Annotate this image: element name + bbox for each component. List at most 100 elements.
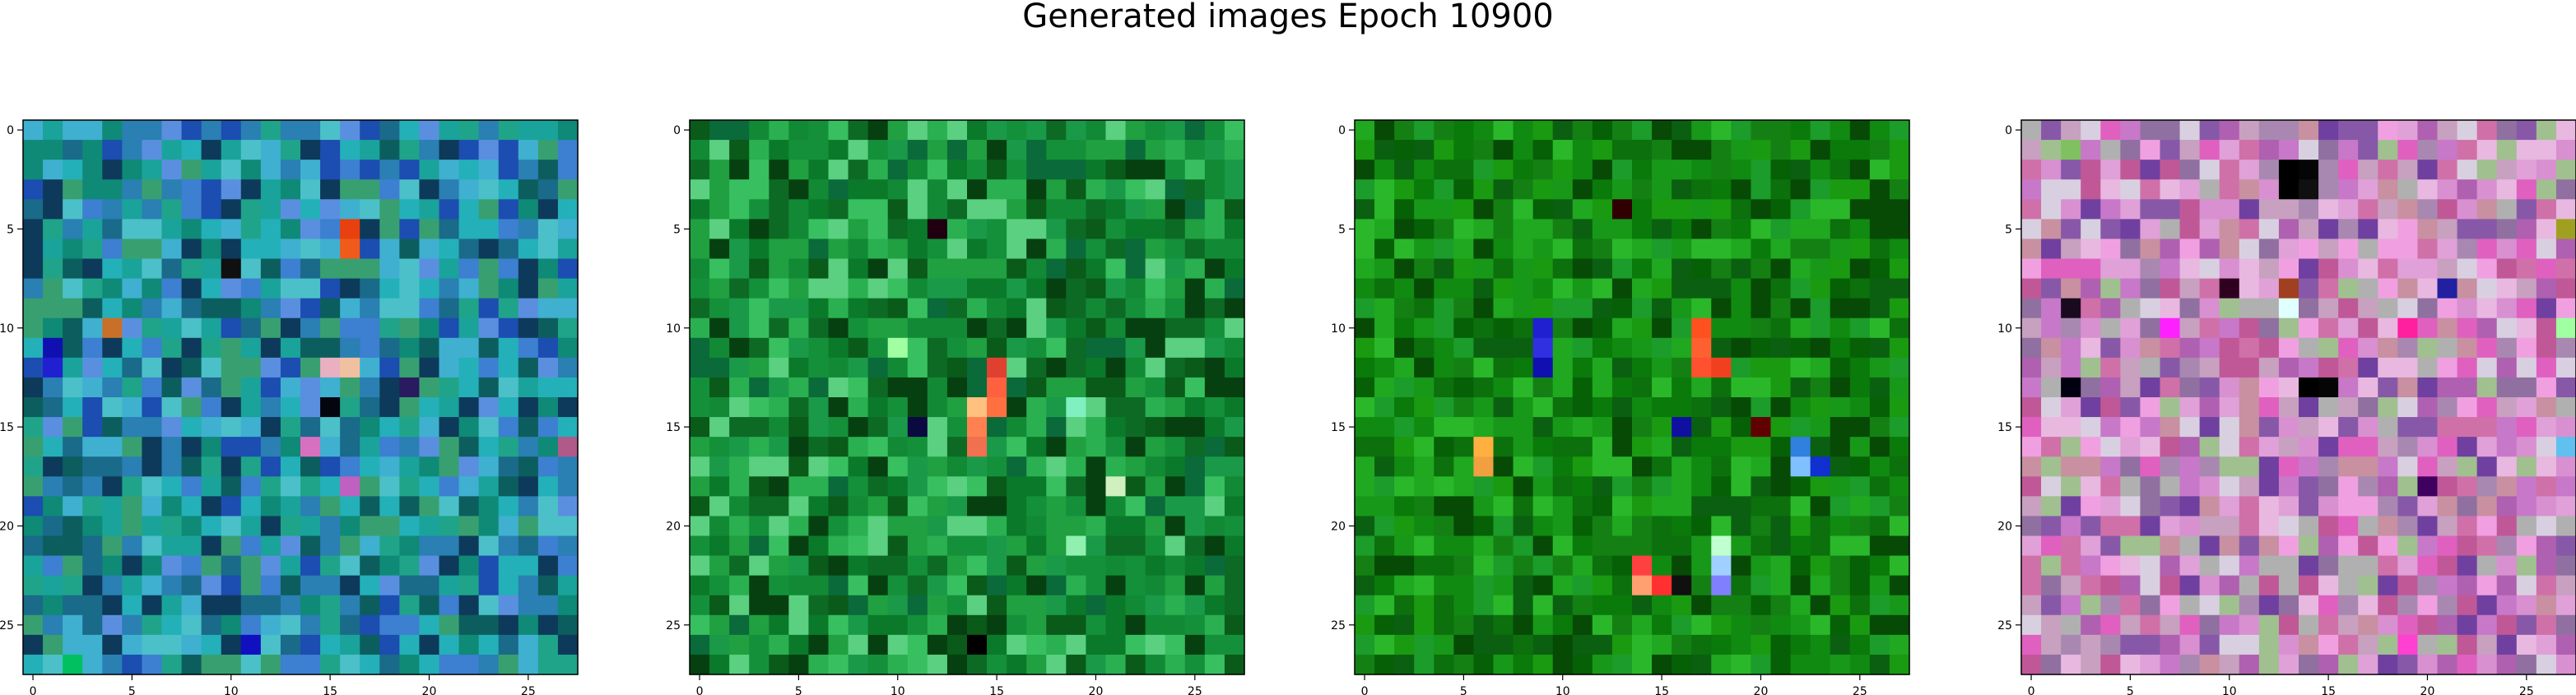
pixel-cell xyxy=(729,278,750,299)
pixel-cell xyxy=(1691,337,1712,359)
pixel-cell xyxy=(439,516,460,537)
pixel-cell xyxy=(2516,120,2537,141)
pixel-cell xyxy=(729,437,750,457)
pixel-cell xyxy=(23,456,44,477)
pixel-cell xyxy=(946,258,968,280)
pixel-cell xyxy=(2358,634,2378,656)
pixel-cell xyxy=(260,417,281,438)
pixel-cell xyxy=(1532,575,1554,596)
pixel-cell xyxy=(2179,199,2201,220)
pixel-cell xyxy=(828,199,849,220)
pixel-cell xyxy=(2496,634,2518,656)
pixel-cell xyxy=(1204,357,1225,378)
pixel-cell xyxy=(2219,535,2240,557)
pixel-cell xyxy=(1711,476,1732,497)
pixel-cell xyxy=(201,417,222,438)
pixel-cell xyxy=(2239,219,2260,240)
pixel-cell xyxy=(2318,377,2339,398)
pixel-cell xyxy=(1810,258,1831,280)
pixel-cell xyxy=(967,239,988,260)
pixel-cell xyxy=(2179,654,2201,675)
pixel-cell xyxy=(458,298,480,319)
pixel-cell xyxy=(458,516,480,537)
pixel-cell xyxy=(2061,140,2081,160)
pixel-cell xyxy=(221,654,242,675)
pixel-cell xyxy=(379,219,400,240)
pixel-cell xyxy=(1672,437,1692,457)
pixel-cell xyxy=(808,417,830,438)
pixel-cell xyxy=(729,634,750,656)
pixel-cell xyxy=(808,337,830,359)
pixel-cell xyxy=(1026,219,1047,240)
pixel-cell xyxy=(749,397,770,418)
pixel-cell xyxy=(1007,278,1027,299)
pixel-cell xyxy=(1007,298,1027,319)
pixel-cell xyxy=(1691,219,1712,240)
pixel-cell xyxy=(1453,417,1475,438)
pixel-cell xyxy=(887,120,909,141)
pixel-cell xyxy=(240,456,262,477)
pixel-cell xyxy=(1632,179,1653,200)
pixel-cell xyxy=(2437,337,2458,359)
pixel-cell xyxy=(2179,239,2201,260)
pixel-cell xyxy=(1632,298,1653,319)
pixel-cell xyxy=(43,496,63,517)
pixel-cell xyxy=(1184,654,1206,675)
pixel-cell xyxy=(1790,654,1811,675)
pixel-cell xyxy=(379,496,400,517)
pixel-cell xyxy=(439,120,460,141)
pixel-cell xyxy=(1046,397,1067,418)
pixel-cell xyxy=(1790,614,1811,636)
pixel-cell xyxy=(2160,377,2181,398)
pixel-cell xyxy=(82,595,103,616)
pixel-cell xyxy=(2417,555,2439,577)
pixel-cell xyxy=(1394,397,1415,418)
pixel-cell xyxy=(2378,258,2398,280)
pixel-cell xyxy=(1145,317,1166,339)
pixel-cell xyxy=(709,258,730,280)
pixel-cell xyxy=(848,496,869,517)
pixel-cell xyxy=(142,535,163,557)
pixel-cell xyxy=(557,258,579,280)
pixel-cell xyxy=(2338,595,2359,616)
pixel-cell xyxy=(1731,160,1752,180)
pixel-cell xyxy=(867,317,889,339)
pixel-cell xyxy=(1770,456,1792,477)
pixel-cell xyxy=(518,397,539,418)
pixel-cell xyxy=(2457,199,2478,220)
pixel-cell xyxy=(2179,437,2201,457)
pixel-cell xyxy=(1532,239,1554,260)
pixel-cell xyxy=(1394,179,1415,200)
pixel-cell xyxy=(1434,179,1454,200)
pixel-cell xyxy=(1632,377,1653,398)
pixel-cell xyxy=(1572,120,1593,141)
pixel-cell xyxy=(987,377,1007,398)
pixel-cell xyxy=(360,397,380,418)
pixel-cell xyxy=(557,476,579,497)
pixel-cell xyxy=(848,614,869,636)
pixel-cell xyxy=(1394,456,1415,477)
pixel-cell xyxy=(1830,120,1851,141)
pixel-cell xyxy=(63,575,83,596)
pixel-cell xyxy=(181,516,202,537)
pixel-cell xyxy=(1592,516,1613,537)
pixel-cell xyxy=(1572,377,1593,398)
pixel-cell xyxy=(419,179,440,200)
pixel-cell xyxy=(867,377,889,398)
pixel-cell xyxy=(2199,377,2220,398)
pixel-cell xyxy=(2536,258,2557,280)
pixel-cell xyxy=(1493,179,1514,200)
pixel-cell xyxy=(967,535,988,557)
pixel-cell xyxy=(1414,476,1434,497)
pixel-cell xyxy=(2457,337,2478,359)
pixel-cell xyxy=(2219,179,2240,200)
pixel-cell xyxy=(1770,160,1792,180)
pixel-cell xyxy=(419,516,440,537)
pixel-cell xyxy=(2299,140,2319,160)
pixel-cell xyxy=(927,199,948,220)
pixel-cell xyxy=(2219,397,2240,418)
pixel-cell xyxy=(729,555,750,577)
pixel-cell xyxy=(828,535,849,557)
x-tick-label: 0 xyxy=(1361,685,1369,695)
pixel-cell xyxy=(1552,555,1574,577)
